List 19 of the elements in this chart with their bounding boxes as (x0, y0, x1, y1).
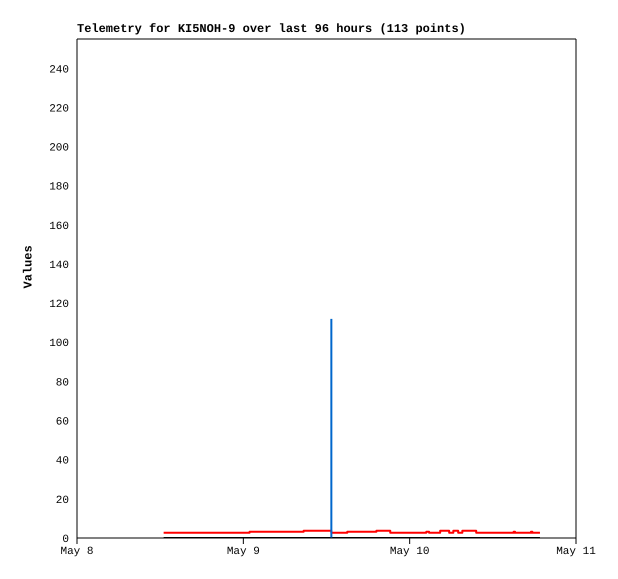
y-tick-label: 60 (56, 416, 69, 428)
y-tick-label: 40 (56, 456, 69, 468)
y-tick-label: 0 (62, 534, 69, 546)
y-tick-label: 200 (49, 142, 69, 155)
x-tick-label: May 8 (60, 546, 94, 558)
y-tick-label: 100 (49, 338, 69, 350)
y-tick-label: 80 (56, 377, 69, 390)
chart-title: Telemetry for KI5NOH-9 over last 96 hours (113 points) (77, 22, 466, 36)
y-tick-label: 140 (49, 260, 69, 272)
y-tick-label: 20 (56, 494, 69, 507)
x-tick-label: May 9 (226, 546, 260, 558)
y-tick-label: 240 (49, 64, 69, 76)
y-tick-label: 220 (49, 103, 69, 116)
x-tick-label: May 10 (390, 546, 430, 558)
y-tick-label: 120 (49, 299, 69, 312)
y-axis-title: Values (21, 245, 36, 288)
y-tick-label: 160 (49, 220, 69, 233)
x-tick-label: May 11 (556, 546, 596, 558)
y-tick-label: 180 (49, 182, 69, 194)
